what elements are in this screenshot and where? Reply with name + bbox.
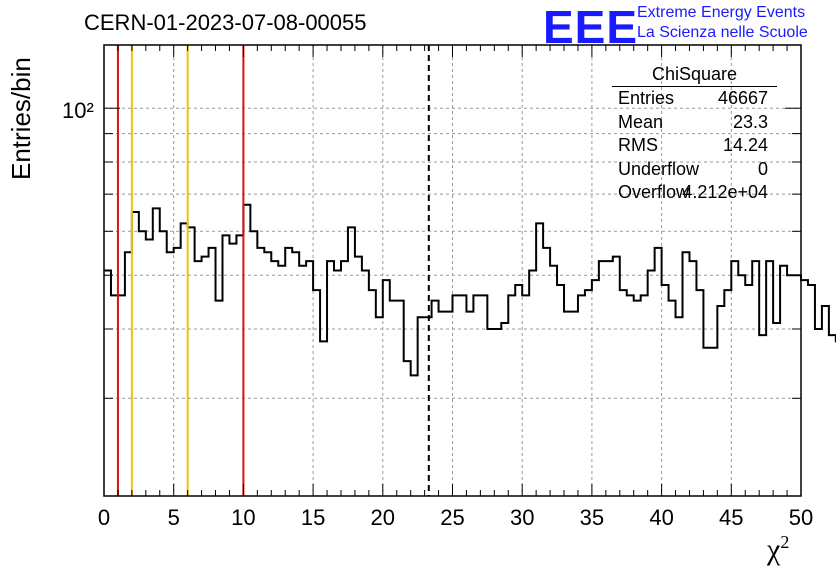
x-tick-label: 30 <box>510 505 534 530</box>
stats-key: Mean <box>618 111 664 132</box>
x-tick-label: 35 <box>580 505 604 530</box>
x-tick-label: 15 <box>301 505 325 530</box>
x-tick-label: 45 <box>719 505 743 530</box>
x-tick-label: 20 <box>371 505 395 530</box>
chart-title: CERN-01-2023-07-08-00055 <box>84 10 367 35</box>
eee-logo: EEE <box>543 1 639 53</box>
stats-box: ChiSquare Entries 46667 Mean 23.3 RMS 14.24… <box>612 64 798 205</box>
logo-subtitle-2: La Scienza nelle Scuole <box>637 24 808 41</box>
stats-value: 0 <box>757 158 768 179</box>
x-tick-label: 0 <box>98 505 110 530</box>
x-tick-label: 50 <box>789 505 813 530</box>
stats-row-mean: Mean 23.3 <box>612 111 798 135</box>
stats-value: 4.212e+04 <box>682 182 768 202</box>
stats-row-underflow: Underflow 0 <box>612 158 798 182</box>
x-tick-label: 40 <box>649 505 673 530</box>
y-axis-label: Entries/bin <box>6 57 36 180</box>
stats-row-entries: Entries 46667 <box>612 87 798 111</box>
x-tick-label: 5 <box>168 505 180 530</box>
histogram-series <box>104 203 836 377</box>
x-tick-label: 10 <box>231 505 255 530</box>
stats-value: 14.24 <box>722 135 768 155</box>
stats-value: 46667 <box>717 88 768 108</box>
stats-key: RMS <box>618 135 658 155</box>
stats-row-overflow: Overflow 4.212e+04 <box>612 181 798 205</box>
x-tick-label: 25 <box>440 505 464 530</box>
stats-value: 23.3 <box>732 111 768 132</box>
logo-subtitle-1: Extreme Energy Events <box>637 4 806 21</box>
stats-key: Entries <box>618 88 675 108</box>
stats-key: Overflow <box>618 182 690 202</box>
stats-key: Underflow <box>618 158 700 179</box>
y-tick-label: 10² <box>62 98 94 123</box>
x-axis-label: χ2 <box>767 532 790 566</box>
stats-row-rms: RMS 14.24 <box>612 134 798 158</box>
stats-name: ChiSquare <box>612 64 777 87</box>
